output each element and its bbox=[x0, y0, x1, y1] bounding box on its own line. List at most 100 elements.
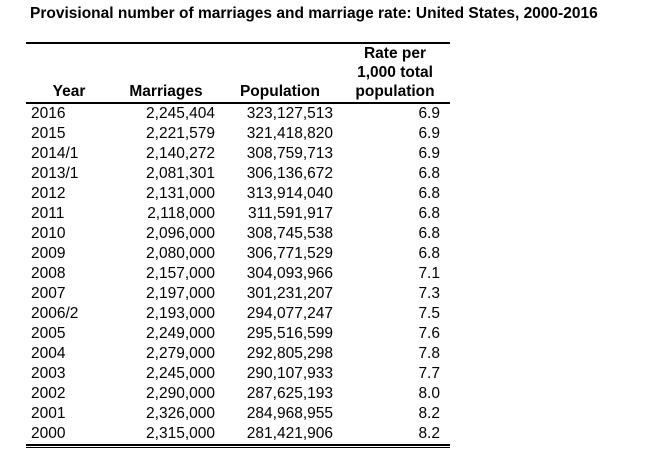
cell-year: 2010 bbox=[31, 225, 66, 242]
cell-year: 2005 bbox=[31, 325, 66, 342]
page: Provisional number of marriages and marr… bbox=[0, 5, 662, 467]
column-header-rate-line-2: 1,000 total bbox=[357, 64, 433, 81]
table-title: Provisional number of marriages and marr… bbox=[30, 5, 598, 22]
cell-rate: 6.9 bbox=[418, 145, 440, 162]
column-header-rate-line-1: Rate per bbox=[363, 45, 427, 62]
cell-marriages: 2,249,000 bbox=[146, 325, 215, 342]
cell-population: 311,591,917 bbox=[247, 205, 333, 222]
table-row: 2015 2,221,579 321,418,820 6.9 bbox=[26, 124, 450, 144]
table-row: 2012 2,131,000 313,914,040 6.8 bbox=[26, 184, 450, 204]
cell-year: 2007 bbox=[31, 285, 66, 302]
column-header-rate: Rate per 1,000 total population bbox=[340, 42, 450, 104]
column-header-marriages: Marriages bbox=[112, 42, 220, 104]
table-bottom-rule bbox=[26, 444, 450, 448]
cell-rate: 7.6 bbox=[418, 325, 440, 342]
cell-marriages: 2,080,000 bbox=[146, 245, 215, 262]
cell-population: 290,107,933 bbox=[246, 365, 333, 382]
cell-year: 2002 bbox=[31, 385, 66, 402]
cell-marriages: 2,290,000 bbox=[146, 385, 215, 402]
cell-year: 2012 bbox=[31, 185, 66, 202]
table-row: 2009 2,080,000 306,771,529 6.8 bbox=[26, 244, 450, 264]
cell-year: 2015 bbox=[31, 125, 66, 142]
cell-marriages: 2,193,000 bbox=[146, 305, 215, 322]
cell-marriages: 2,157,000 bbox=[146, 265, 215, 282]
header-row: Year Marriages Population Rate per 1,000… bbox=[26, 42, 450, 104]
cell-rate: 8.0 bbox=[418, 385, 440, 402]
cell-marriages: 2,221,579 bbox=[146, 125, 215, 142]
cell-year: 2004 bbox=[31, 345, 66, 362]
cell-year: 2009 bbox=[31, 245, 66, 262]
cell-rate: 6.8 bbox=[418, 205, 440, 222]
cell-marriages: 2,131,000 bbox=[146, 185, 215, 202]
cell-rate: 6.9 bbox=[418, 125, 440, 142]
table-body: 2016 2,245,404 323,127,513 6.9 2015 2,22… bbox=[26, 103, 450, 444]
table-row: 2011 2,118,000 311,591,917 6.8 bbox=[26, 204, 450, 224]
cell-year: 2008 bbox=[31, 265, 66, 282]
cell-rate: 7.3 bbox=[418, 285, 440, 302]
column-header-population-label: Population bbox=[239, 83, 321, 100]
cell-year: 2006/2 bbox=[31, 305, 79, 322]
cell-marriages: 2,315,000 bbox=[146, 425, 215, 442]
table-header: Year Marriages Population Rate per 1,000… bbox=[26, 42, 450, 104]
cell-rate: 7.1 bbox=[418, 265, 440, 282]
table-row: 2005 2,249,000 295,516,599 7.6 bbox=[26, 324, 450, 344]
cell-population: 287,625,193 bbox=[246, 385, 333, 402]
column-header-year-label: Year bbox=[52, 83, 86, 100]
cell-population: 295,516,599 bbox=[246, 325, 333, 342]
cell-year: 2000 bbox=[31, 425, 66, 442]
cell-year: 2014/1 bbox=[31, 145, 79, 162]
cell-rate: 6.9 bbox=[418, 105, 440, 122]
column-header-year: Year bbox=[26, 42, 112, 104]
cell-marriages: 2,118,000 bbox=[147, 205, 215, 222]
cell-rate: 8.2 bbox=[418, 405, 440, 422]
cell-rate: 6.8 bbox=[418, 225, 440, 242]
cell-population: 308,759,713 bbox=[246, 145, 333, 162]
marriages-table: Year Marriages Population Rate per 1,000… bbox=[26, 42, 450, 444]
table-row: 2013/1 2,081,301 306,136,672 6.8 bbox=[26, 164, 450, 184]
cell-rate: 6.8 bbox=[418, 245, 440, 262]
cell-marriages: 2,245,404 bbox=[146, 105, 215, 122]
table-row: 2006/2 2,193,000 294,077,247 7.5 bbox=[26, 304, 450, 324]
cell-rate: 8.2 bbox=[418, 425, 440, 442]
cell-population: 304,093,966 bbox=[246, 265, 333, 282]
column-header-population: Population bbox=[220, 42, 340, 104]
table-row: 2016 2,245,404 323,127,513 6.9 bbox=[26, 103, 450, 124]
cell-population: 301,231,207 bbox=[246, 285, 333, 302]
cell-marriages: 2,096,000 bbox=[146, 225, 215, 242]
table-row: 2007 2,197,000 301,231,207 7.3 bbox=[26, 284, 450, 304]
table-row: 2014/1 2,140,272 308,759,713 6.9 bbox=[26, 144, 450, 164]
cell-population: 284,968,955 bbox=[246, 405, 333, 422]
cell-marriages: 2,140,272 bbox=[146, 145, 215, 162]
cell-year: 2013/1 bbox=[31, 165, 79, 182]
cell-year: 2001 bbox=[31, 405, 66, 422]
cell-population: 321,418,820 bbox=[246, 125, 333, 142]
cell-rate: 7.7 bbox=[418, 365, 440, 382]
cell-marriages: 2,081,301 bbox=[146, 165, 215, 182]
table-row: 2003 2,245,000 290,107,933 7.7 bbox=[26, 364, 450, 384]
cell-population: 306,136,672 bbox=[246, 165, 333, 182]
cell-population: 306,771,529 bbox=[246, 245, 333, 262]
cell-marriages: 2,245,000 bbox=[146, 365, 215, 382]
cell-marriages: 2,197,000 bbox=[146, 285, 215, 302]
table-row: 2004 2,279,000 292,805,298 7.8 bbox=[26, 344, 450, 364]
cell-marriages: 2,279,000 bbox=[146, 345, 215, 362]
cell-year: 2011 bbox=[31, 205, 65, 222]
cell-year: 2003 bbox=[31, 365, 66, 382]
cell-population: 281,421,906 bbox=[246, 425, 333, 442]
cell-rate: 6.8 bbox=[418, 185, 440, 202]
cell-population: 323,127,513 bbox=[246, 105, 333, 122]
cell-population: 292,805,298 bbox=[246, 345, 333, 362]
column-header-marriages-label: Marriages bbox=[129, 83, 203, 100]
table-row: 2002 2,290,000 287,625,193 8.0 bbox=[26, 384, 450, 404]
cell-year: 2016 bbox=[31, 105, 66, 122]
column-header-rate-line-3: population bbox=[355, 83, 435, 100]
cell-marriages: 2,326,000 bbox=[146, 405, 215, 422]
cell-rate: 7.8 bbox=[418, 345, 440, 362]
cell-rate: 6.8 bbox=[418, 165, 440, 182]
cell-population: 308,745,538 bbox=[246, 225, 333, 242]
table-row: 2010 2,096,000 308,745,538 6.8 bbox=[26, 224, 450, 244]
table-row: 2001 2,326,000 284,968,955 8.2 bbox=[26, 404, 450, 424]
table-row: 2008 2,157,000 304,093,966 7.1 bbox=[26, 264, 450, 284]
table-row: 2000 2,315,000 281,421,906 8.2 bbox=[26, 424, 450, 444]
table-container: Year Marriages Population Rate per 1,000… bbox=[26, 42, 450, 448]
